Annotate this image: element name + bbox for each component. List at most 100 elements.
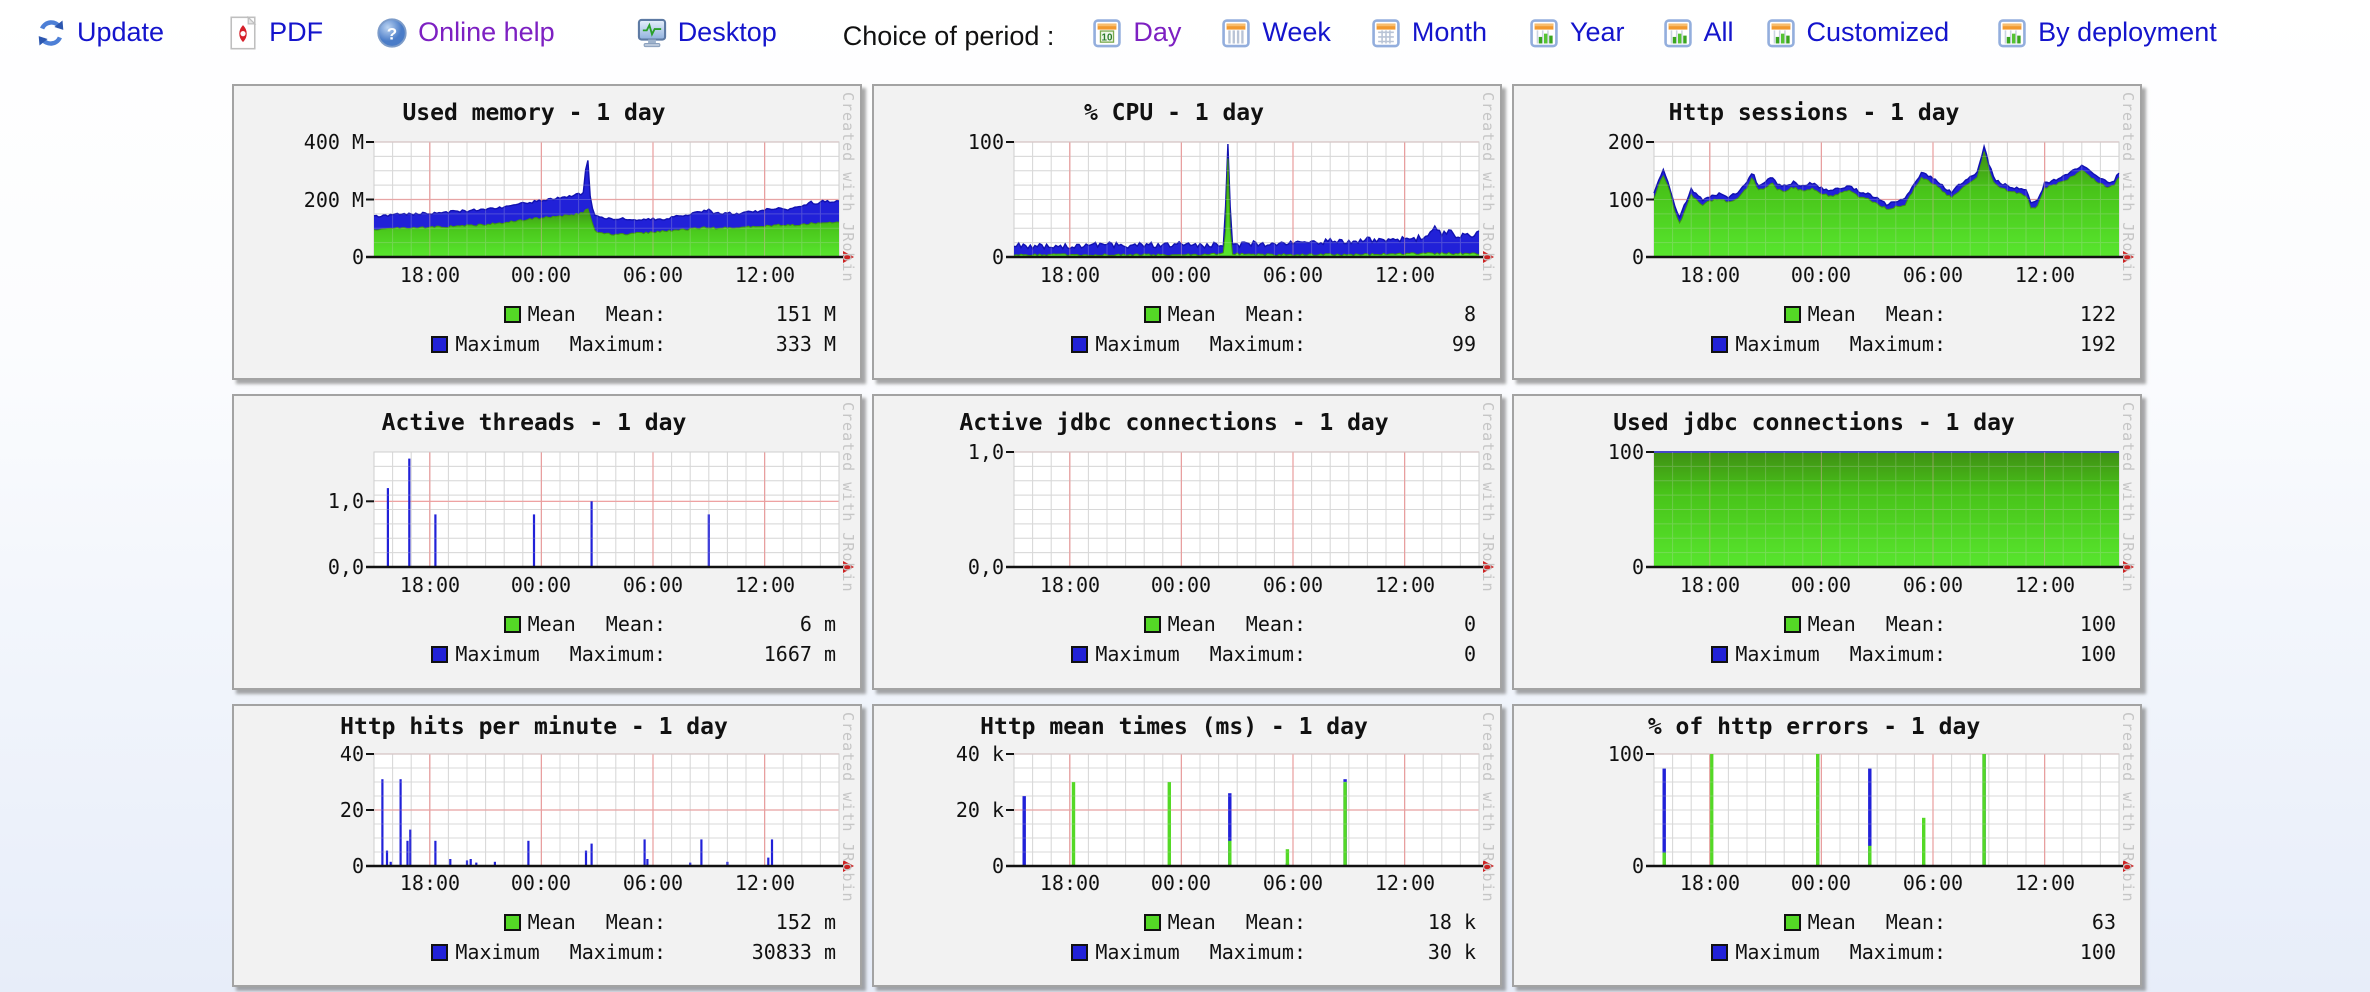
toolbar-link-pdf-label: PDF bbox=[269, 17, 324, 47]
legend-mean-swatch bbox=[503, 913, 521, 931]
legend-mean-stat-label: Mean: bbox=[1245, 302, 1306, 326]
x-tick-label: 06:00 bbox=[622, 871, 684, 895]
legend-maximum-value: 192 bbox=[2079, 332, 2116, 356]
chart-panel-8[interactable]: % of http errors - 1 day 100 0 18:00 00:00 06… bbox=[1512, 704, 2142, 987]
y-tick-label: 0,0 bbox=[327, 555, 364, 579]
legend-mean: Mean Mean: 152 m bbox=[234, 910, 836, 934]
legend-maximum-stat-label: Maximum: bbox=[1849, 332, 1946, 356]
chart-panel-2[interactable]: Http sessions - 1 day 200 100 0 18:00 00:00 06… bbox=[1512, 84, 2142, 380]
toolbar-link-by-deployment-label: By deployment bbox=[2038, 17, 2217, 47]
x-tick-label: 12:00 bbox=[734, 573, 796, 597]
legend-mean-label: Mean bbox=[527, 612, 576, 636]
legend-mean-stat-label: Mean: bbox=[1245, 612, 1306, 636]
chart-panel-3[interactable]: Active threads - 1 day 1,0 0,0 18:00 00:00 06… bbox=[232, 394, 862, 690]
x-tick-label: 06:00 bbox=[622, 573, 684, 597]
legend-maximum-value: 333 M bbox=[775, 332, 836, 356]
legend-maximum-swatch bbox=[1711, 943, 1729, 961]
cal-chart-icon bbox=[1663, 18, 1692, 47]
legend-maximum-swatch bbox=[431, 943, 449, 961]
chart-plot[interactable] bbox=[1514, 396, 2144, 692]
cal-chart-icon bbox=[1530, 18, 1558, 47]
svg-text:10: 10 bbox=[1102, 32, 1113, 43]
jrobin-watermark: Created with JRobin bbox=[2119, 712, 2137, 903]
x-tick-label: 00:00 bbox=[1150, 871, 1212, 895]
toolbar-link-desktop[interactable]: Desktop bbox=[635, 16, 777, 50]
refresh-icon bbox=[38, 19, 64, 46]
toolbar-link-customized[interactable]: Customized bbox=[1764, 16, 1949, 50]
desktop-icon bbox=[637, 18, 666, 47]
chart-panel-0[interactable]: Used memory - 1 day 400 M 200 M 0 18:00 00:00… bbox=[232, 84, 862, 380]
jrobin-watermark: Created with JRobin bbox=[839, 402, 857, 593]
chart-plot[interactable] bbox=[234, 86, 864, 382]
chart-panel-7[interactable]: Http mean times (ms) - 1 day 40 k 20 k 0 18:… bbox=[872, 704, 1502, 987]
legend-maximum: Maximum Maximum: 30 k bbox=[874, 940, 1476, 964]
legend-maximum-value: 100 bbox=[2079, 940, 2116, 964]
legend-maximum: Maximum Maximum: 100 bbox=[1514, 940, 2116, 964]
legend-maximum-label: Maximum bbox=[1735, 940, 1820, 964]
legend-maximum-label: Maximum bbox=[1735, 332, 1820, 356]
y-tick-label: 100 bbox=[1607, 440, 1644, 464]
x-tick-label: 18:00 bbox=[1679, 871, 1741, 895]
chart-title: % of http errors - 1 day bbox=[1647, 714, 1981, 740]
chart-plot[interactable] bbox=[874, 706, 1504, 989]
x-tick-label: 00:00 bbox=[1150, 263, 1212, 287]
chart-panel-6[interactable]: Http hits per minute - 1 day 40 20 0 18:00 00… bbox=[232, 704, 862, 987]
legend-mean-value: 152 m bbox=[775, 910, 836, 934]
x-tick-label: 12:00 bbox=[734, 871, 796, 895]
toolbar-link-day[interactable]: 10 Day bbox=[1090, 16, 1181, 50]
toolbar-link-pdf[interactable]: PDF bbox=[226, 15, 324, 50]
legend-mean: Mean Mean: 63 bbox=[1514, 910, 2116, 934]
legend-mean-value: 100 bbox=[2079, 612, 2116, 636]
toolbar-link-year-label: Year bbox=[1569, 17, 1625, 47]
legend-maximum-value: 99 bbox=[1451, 332, 1476, 356]
chart-plot[interactable] bbox=[874, 86, 1504, 382]
toolbar-link-month-label: Month bbox=[1411, 17, 1487, 47]
toolbar-link-year[interactable]: Year bbox=[1527, 16, 1625, 50]
legend-mean-swatch bbox=[1783, 913, 1801, 931]
x-tick-label: 18:00 bbox=[399, 871, 461, 895]
toolbar-link-all[interactable]: All bbox=[1661, 16, 1734, 50]
chart-panel-1[interactable]: % CPU - 1 day 100 0 18:00 00:00 06:00 12:00 Mea… bbox=[872, 84, 1502, 380]
y-tick-label: 1,0 bbox=[327, 489, 364, 513]
y-tick-label: 100 bbox=[967, 130, 1004, 154]
chart-plot[interactable] bbox=[234, 396, 864, 692]
toolbar-link-update[interactable]: Update bbox=[34, 16, 164, 50]
legend-maximum: Maximum Maximum: 1667 m bbox=[234, 642, 836, 666]
toolbar-link-week[interactable]: Week bbox=[1219, 16, 1331, 50]
legend-maximum-value: 0 bbox=[1463, 642, 1476, 666]
x-tick-label: 00:00 bbox=[1150, 573, 1212, 597]
chart-plot[interactable] bbox=[234, 706, 864, 989]
toolbar-link-by-deployment[interactable]: By deployment bbox=[1995, 16, 2217, 50]
y-tick-label: 400 M bbox=[303, 130, 364, 154]
x-tick-label: 00:00 bbox=[510, 871, 572, 895]
legend-mean: Mean Mean: 8 bbox=[874, 302, 1476, 326]
x-tick-label: 00:00 bbox=[1790, 263, 1852, 287]
toolbar-link-online-help[interactable]: ? Online help bbox=[375, 16, 555, 50]
jrobin-watermark: Created with JRobin bbox=[1479, 712, 1497, 903]
legend-mean: Mean Mean: 18 k bbox=[874, 910, 1476, 934]
toolbar-link-all-label: All bbox=[1703, 17, 1734, 47]
x-tick-label: 18:00 bbox=[399, 263, 461, 287]
cal-grid-icon bbox=[1372, 18, 1400, 47]
x-tick-label: 18:00 bbox=[1679, 573, 1741, 597]
legend-mean-label: Mean bbox=[1807, 302, 1856, 326]
legend-mean: Mean Mean: 6 m bbox=[234, 612, 836, 636]
legend-mean-stat-label: Mean: bbox=[1885, 910, 1946, 934]
x-tick-label: 12:00 bbox=[1374, 871, 1436, 895]
y-tick-label: 0,0 bbox=[967, 555, 1004, 579]
chart-plot[interactable] bbox=[874, 396, 1504, 692]
legend-maximum: Maximum Maximum: 30833 m bbox=[234, 940, 836, 964]
chart-panel-4[interactable]: Active jdbc connections - 1 day 1,0 0,0 18:… bbox=[872, 394, 1502, 690]
x-tick-label: 06:00 bbox=[622, 263, 684, 287]
y-tick-label: 1,0 bbox=[967, 440, 1004, 464]
cal-day-icon: 10 bbox=[1093, 18, 1122, 47]
toolbar-link-month[interactable]: Month bbox=[1369, 16, 1487, 50]
x-tick-label: 06:00 bbox=[1902, 573, 1964, 597]
chart-panel-5[interactable]: Used jdbc connections - 1 day 100 0 18:00 00… bbox=[1512, 394, 2142, 690]
legend-mean: Mean Mean: 0 bbox=[874, 612, 1476, 636]
chart-plot[interactable] bbox=[1514, 86, 2144, 382]
legend-mean-swatch bbox=[1143, 615, 1161, 633]
x-tick-label: 12:00 bbox=[2014, 263, 2076, 287]
jrobin-watermark: Created with JRobin bbox=[1479, 92, 1497, 283]
chart-plot[interactable] bbox=[1514, 706, 2144, 989]
